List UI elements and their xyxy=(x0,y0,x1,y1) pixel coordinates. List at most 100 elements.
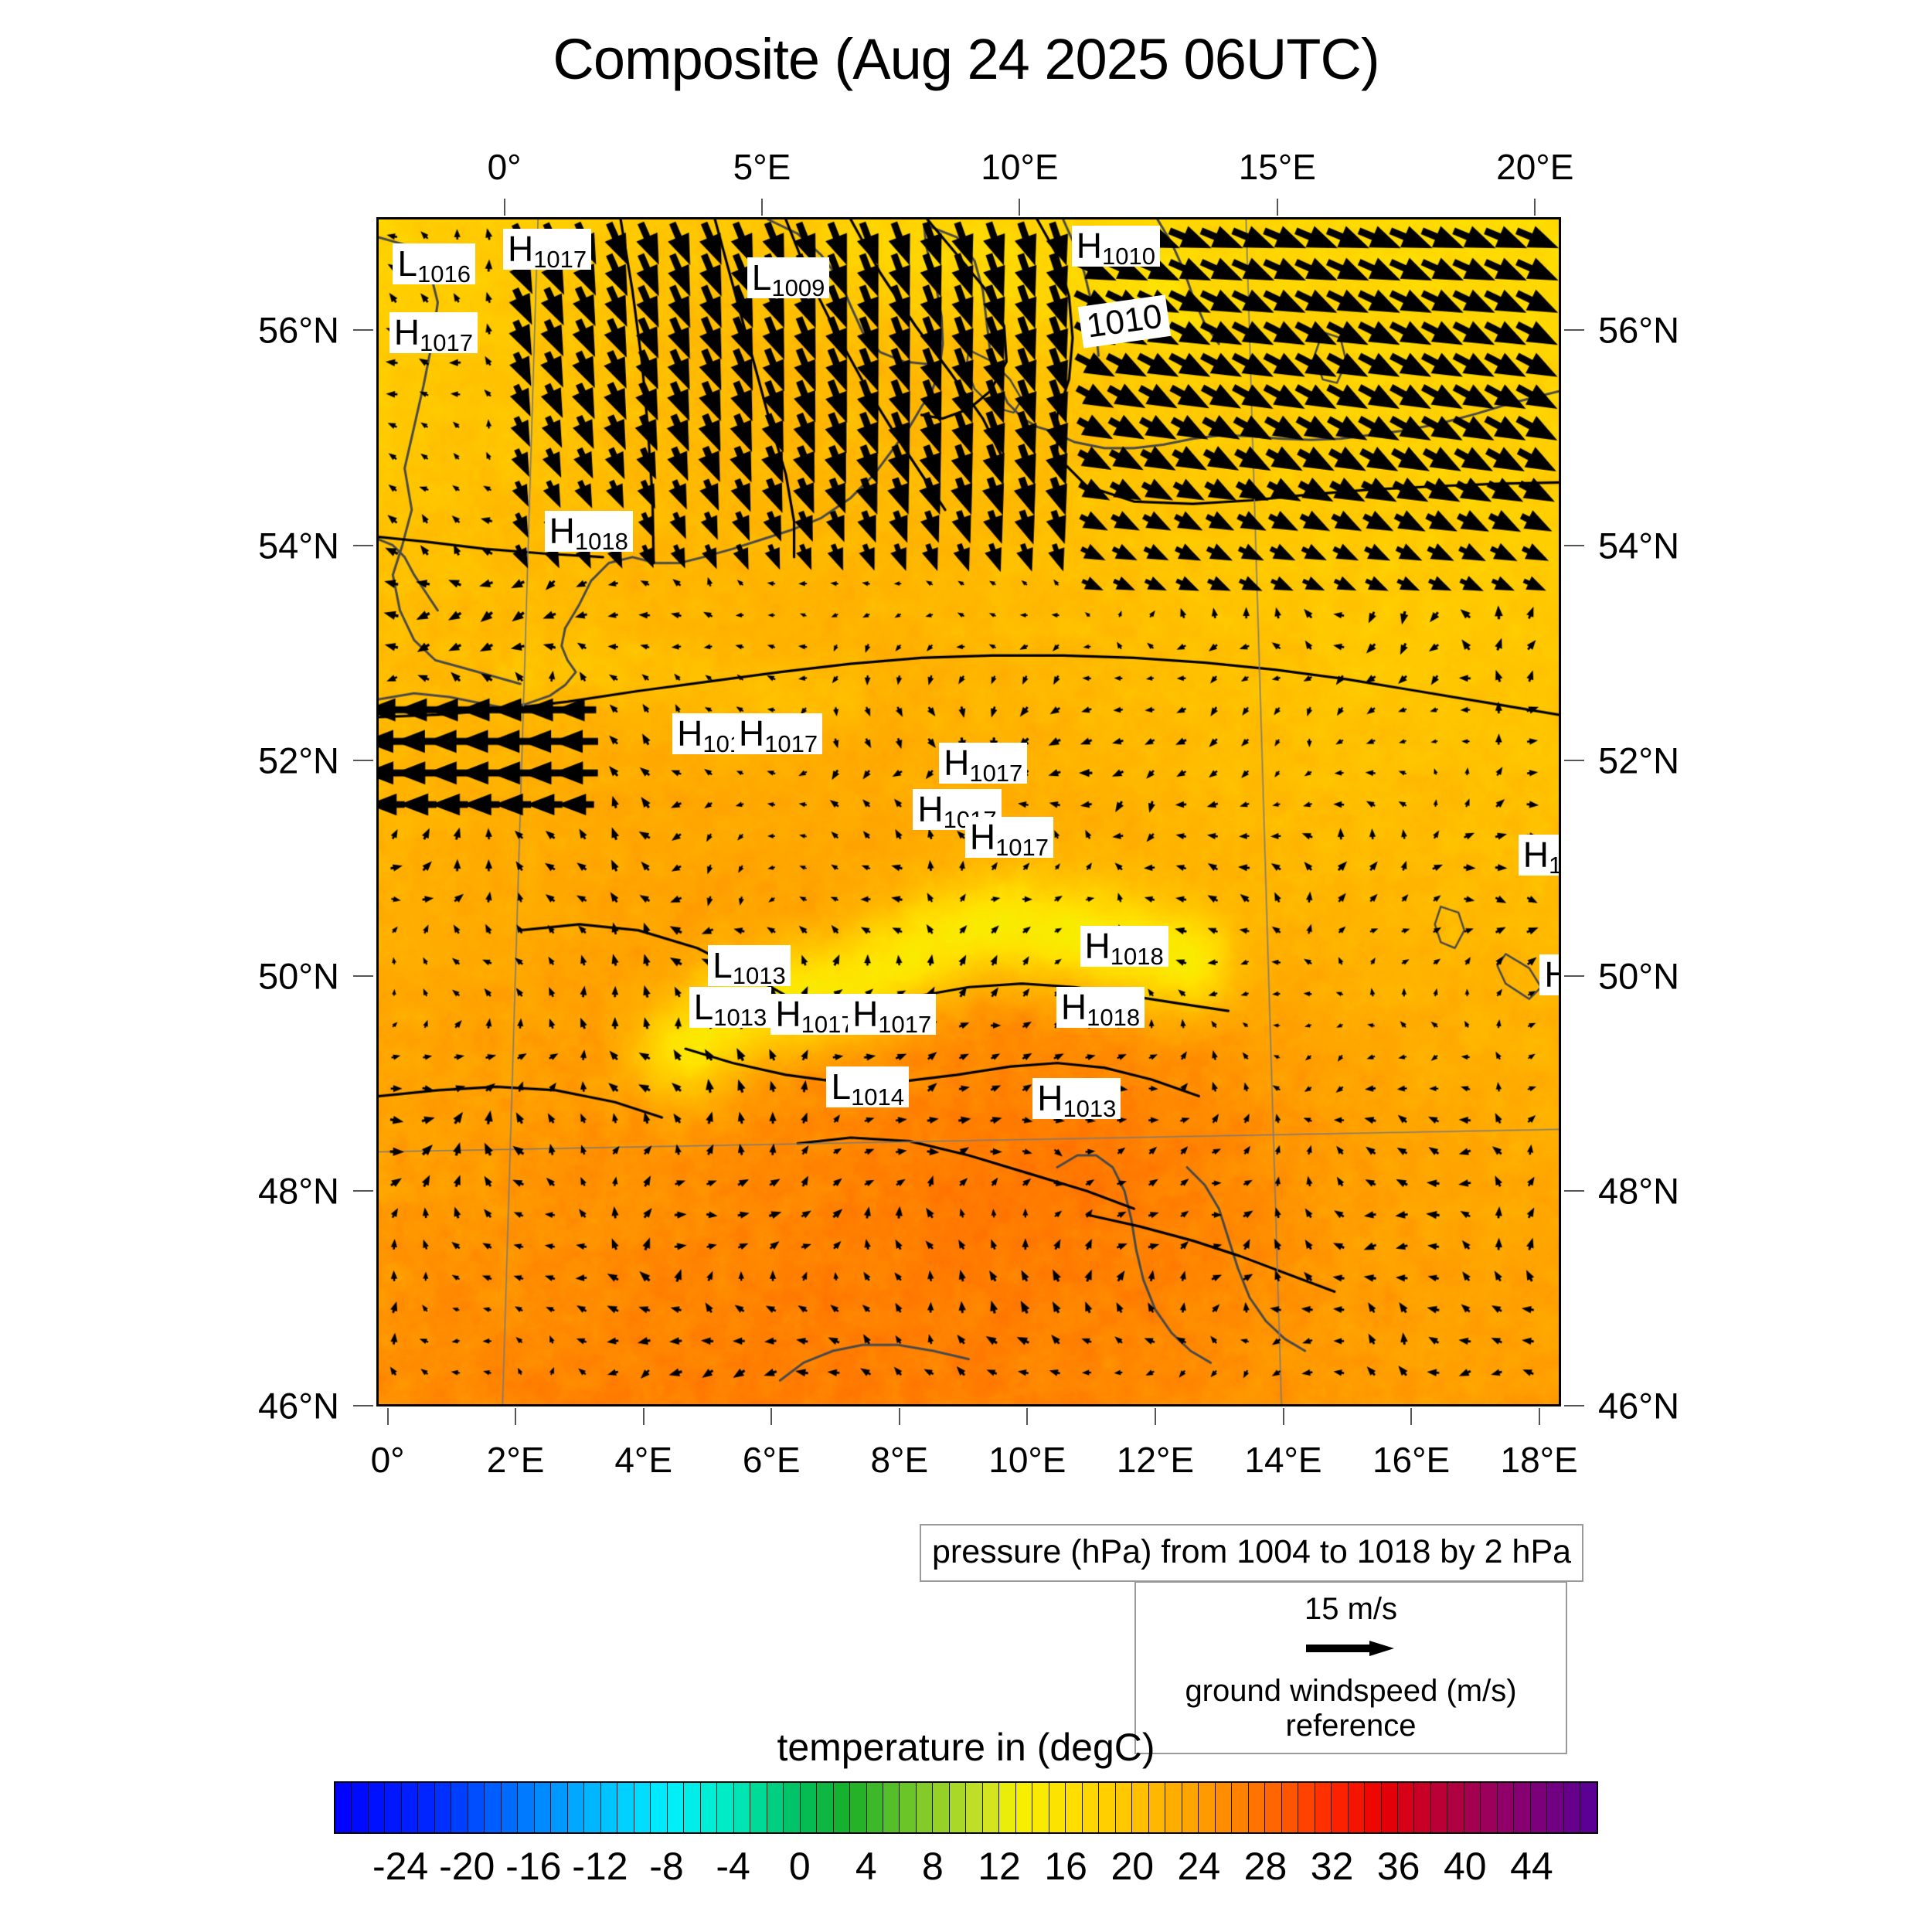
axis-label-bottom-6: 12°E xyxy=(1116,1440,1195,1480)
axis-tick-bottom xyxy=(386,1408,389,1425)
colorbar-cell xyxy=(1281,1783,1299,1832)
axis-tick-bottom xyxy=(1026,1408,1029,1425)
colorbar-cell xyxy=(817,1783,834,1832)
pressure-marker-h-11: H1017 xyxy=(964,816,1054,859)
colorbar-tick-40: 40 xyxy=(1443,1845,1487,1888)
axis-label-right-2: 52°N xyxy=(1598,740,1680,781)
colorbar-tick-0: 0 xyxy=(788,1845,811,1888)
axis-tick-left xyxy=(353,760,373,762)
axis-label-left-0: 56°N xyxy=(257,309,339,351)
axis-tick-top xyxy=(760,199,763,216)
axis-tick-left xyxy=(353,975,373,977)
colorbar-cell xyxy=(1199,1783,1216,1832)
pressure-marker-h-6: H1018 xyxy=(544,511,633,553)
colorbar-cell xyxy=(1148,1783,1166,1832)
axis-tick-bottom xyxy=(642,1408,645,1425)
axis-label-left-5: 46°N xyxy=(257,1385,339,1427)
axis-tick-top xyxy=(503,199,505,216)
colorbar-cell xyxy=(1132,1783,1149,1832)
colorbar-cell xyxy=(1298,1783,1315,1832)
colorbar-tick-36: 36 xyxy=(1376,1845,1420,1888)
colorbar-cell xyxy=(1365,1783,1382,1832)
colorbar-cell xyxy=(1580,1783,1597,1832)
colorbar-cell xyxy=(750,1783,767,1832)
axis-tick-bottom xyxy=(515,1408,517,1425)
colorbar-cell xyxy=(1514,1783,1531,1832)
page-title: Composite (Aug 24 2025 06UTC) xyxy=(553,27,1379,91)
colorbar-tick-12: 12 xyxy=(978,1845,1021,1888)
colorbar-cell xyxy=(1232,1783,1249,1832)
colorbar-cell xyxy=(468,1783,485,1832)
colorbar-tick--24: -24 xyxy=(372,1845,429,1888)
axis-label-left-3: 50°N xyxy=(257,955,339,997)
colorbar-cell xyxy=(1049,1783,1066,1832)
axis-tick-right xyxy=(1564,1405,1584,1407)
colorbar-cell xyxy=(617,1783,634,1832)
colorbar-cell xyxy=(966,1783,983,1832)
colorbar-cell xyxy=(1265,1783,1282,1832)
axis-label-bottom-1: 2°E xyxy=(486,1440,545,1480)
colorbar-cell xyxy=(600,1783,618,1832)
colorbar-cell xyxy=(634,1783,651,1832)
map-plot-area[interactable]: L1016 H1017 H1010 H1017 L1009 H1018 H1017 H1017… xyxy=(376,217,1561,1406)
colorbar-cell xyxy=(717,1783,734,1832)
axis-tick-right xyxy=(1564,328,1584,331)
colorbar-tick--8: -8 xyxy=(649,1845,684,1888)
axis-tick-right xyxy=(1564,975,1584,977)
axis-label-bottom-2: 4°E xyxy=(614,1440,673,1480)
colorbar-cell xyxy=(1547,1783,1564,1832)
colorbar-tick--12: -12 xyxy=(572,1845,628,1888)
axis-tick-left xyxy=(353,544,373,546)
pressure-legend-text: pressure (hPa) from 1004 to 1018 by 2 hP… xyxy=(932,1533,1572,1570)
colorbar-title: temperature in (degC) xyxy=(777,1726,1155,1769)
colorbar-tick-16: 16 xyxy=(1044,1845,1087,1888)
colorbar-cell xyxy=(1497,1783,1515,1832)
colorbar-cell xyxy=(1115,1783,1133,1832)
axis-tick-top xyxy=(1276,199,1278,216)
pressure-marker-h-13: H1018 xyxy=(1080,926,1168,968)
colorbar-cell xyxy=(982,1783,1000,1832)
axis-tick-left xyxy=(353,1405,373,1407)
colorbar-cell xyxy=(667,1783,685,1832)
axis-label-bottom-0: 0° xyxy=(370,1440,405,1480)
temperature-colorbar[interactable] xyxy=(334,1781,1598,1834)
colorbar-tick--20: -20 xyxy=(439,1845,495,1888)
axis-label-bottom-8: 16°E xyxy=(1372,1440,1451,1480)
axis-tick-bottom xyxy=(1154,1408,1156,1425)
colorbar-tick-8: 8 xyxy=(922,1845,944,1888)
pressure-marker-h-8: H1017 xyxy=(733,713,823,756)
colorbar-cell xyxy=(584,1783,601,1832)
axis-label-top-1: 5°E xyxy=(733,147,791,187)
colorbar-cell xyxy=(485,1783,502,1832)
colorbar-cell xyxy=(916,1783,934,1832)
pressure-marker-h-17: H1017 xyxy=(848,993,937,1036)
axis-tick-bottom xyxy=(1282,1408,1284,1425)
axis-label-right-3: 50°N xyxy=(1598,955,1680,997)
colorbar-tick-44: 44 xyxy=(1510,1845,1553,1888)
colorbar-cell xyxy=(1215,1783,1233,1832)
axis-tick-bottom xyxy=(1410,1408,1413,1425)
colorbar-cell xyxy=(866,1783,883,1832)
axis-label-top-0: 0° xyxy=(487,147,522,187)
axis-label-bottom-7: 14°E xyxy=(1244,1440,1322,1480)
colorbar-tick--16: -16 xyxy=(505,1845,562,1888)
colorbar-tick-24: 24 xyxy=(1177,1845,1221,1888)
axis-label-right-0: 56°N xyxy=(1598,309,1680,351)
pressure-marker-h-4: H1017 xyxy=(389,312,478,355)
wind-reference-speed: 15 m/s xyxy=(1304,1592,1398,1626)
axis-tick-bottom xyxy=(1538,1408,1540,1425)
colorbar-cell xyxy=(1099,1783,1116,1832)
colorbar-cell xyxy=(1530,1783,1548,1832)
pressure-marker-h-1: H1017 xyxy=(502,229,592,271)
colorbar-tick--4: -4 xyxy=(716,1845,750,1888)
colorbar-cell xyxy=(368,1783,386,1832)
colorbar-cell xyxy=(352,1783,369,1832)
colorbar-cell xyxy=(551,1783,568,1832)
colorbar-cell xyxy=(767,1783,784,1832)
colorbar-tick-4: 4 xyxy=(855,1845,877,1888)
colorbar-cell xyxy=(1015,1783,1033,1832)
colorbar-tick-28: 28 xyxy=(1243,1845,1287,1888)
colorbar-cell xyxy=(949,1783,967,1832)
colorbar-cell xyxy=(534,1783,552,1832)
axis-tick-left xyxy=(353,1190,373,1192)
